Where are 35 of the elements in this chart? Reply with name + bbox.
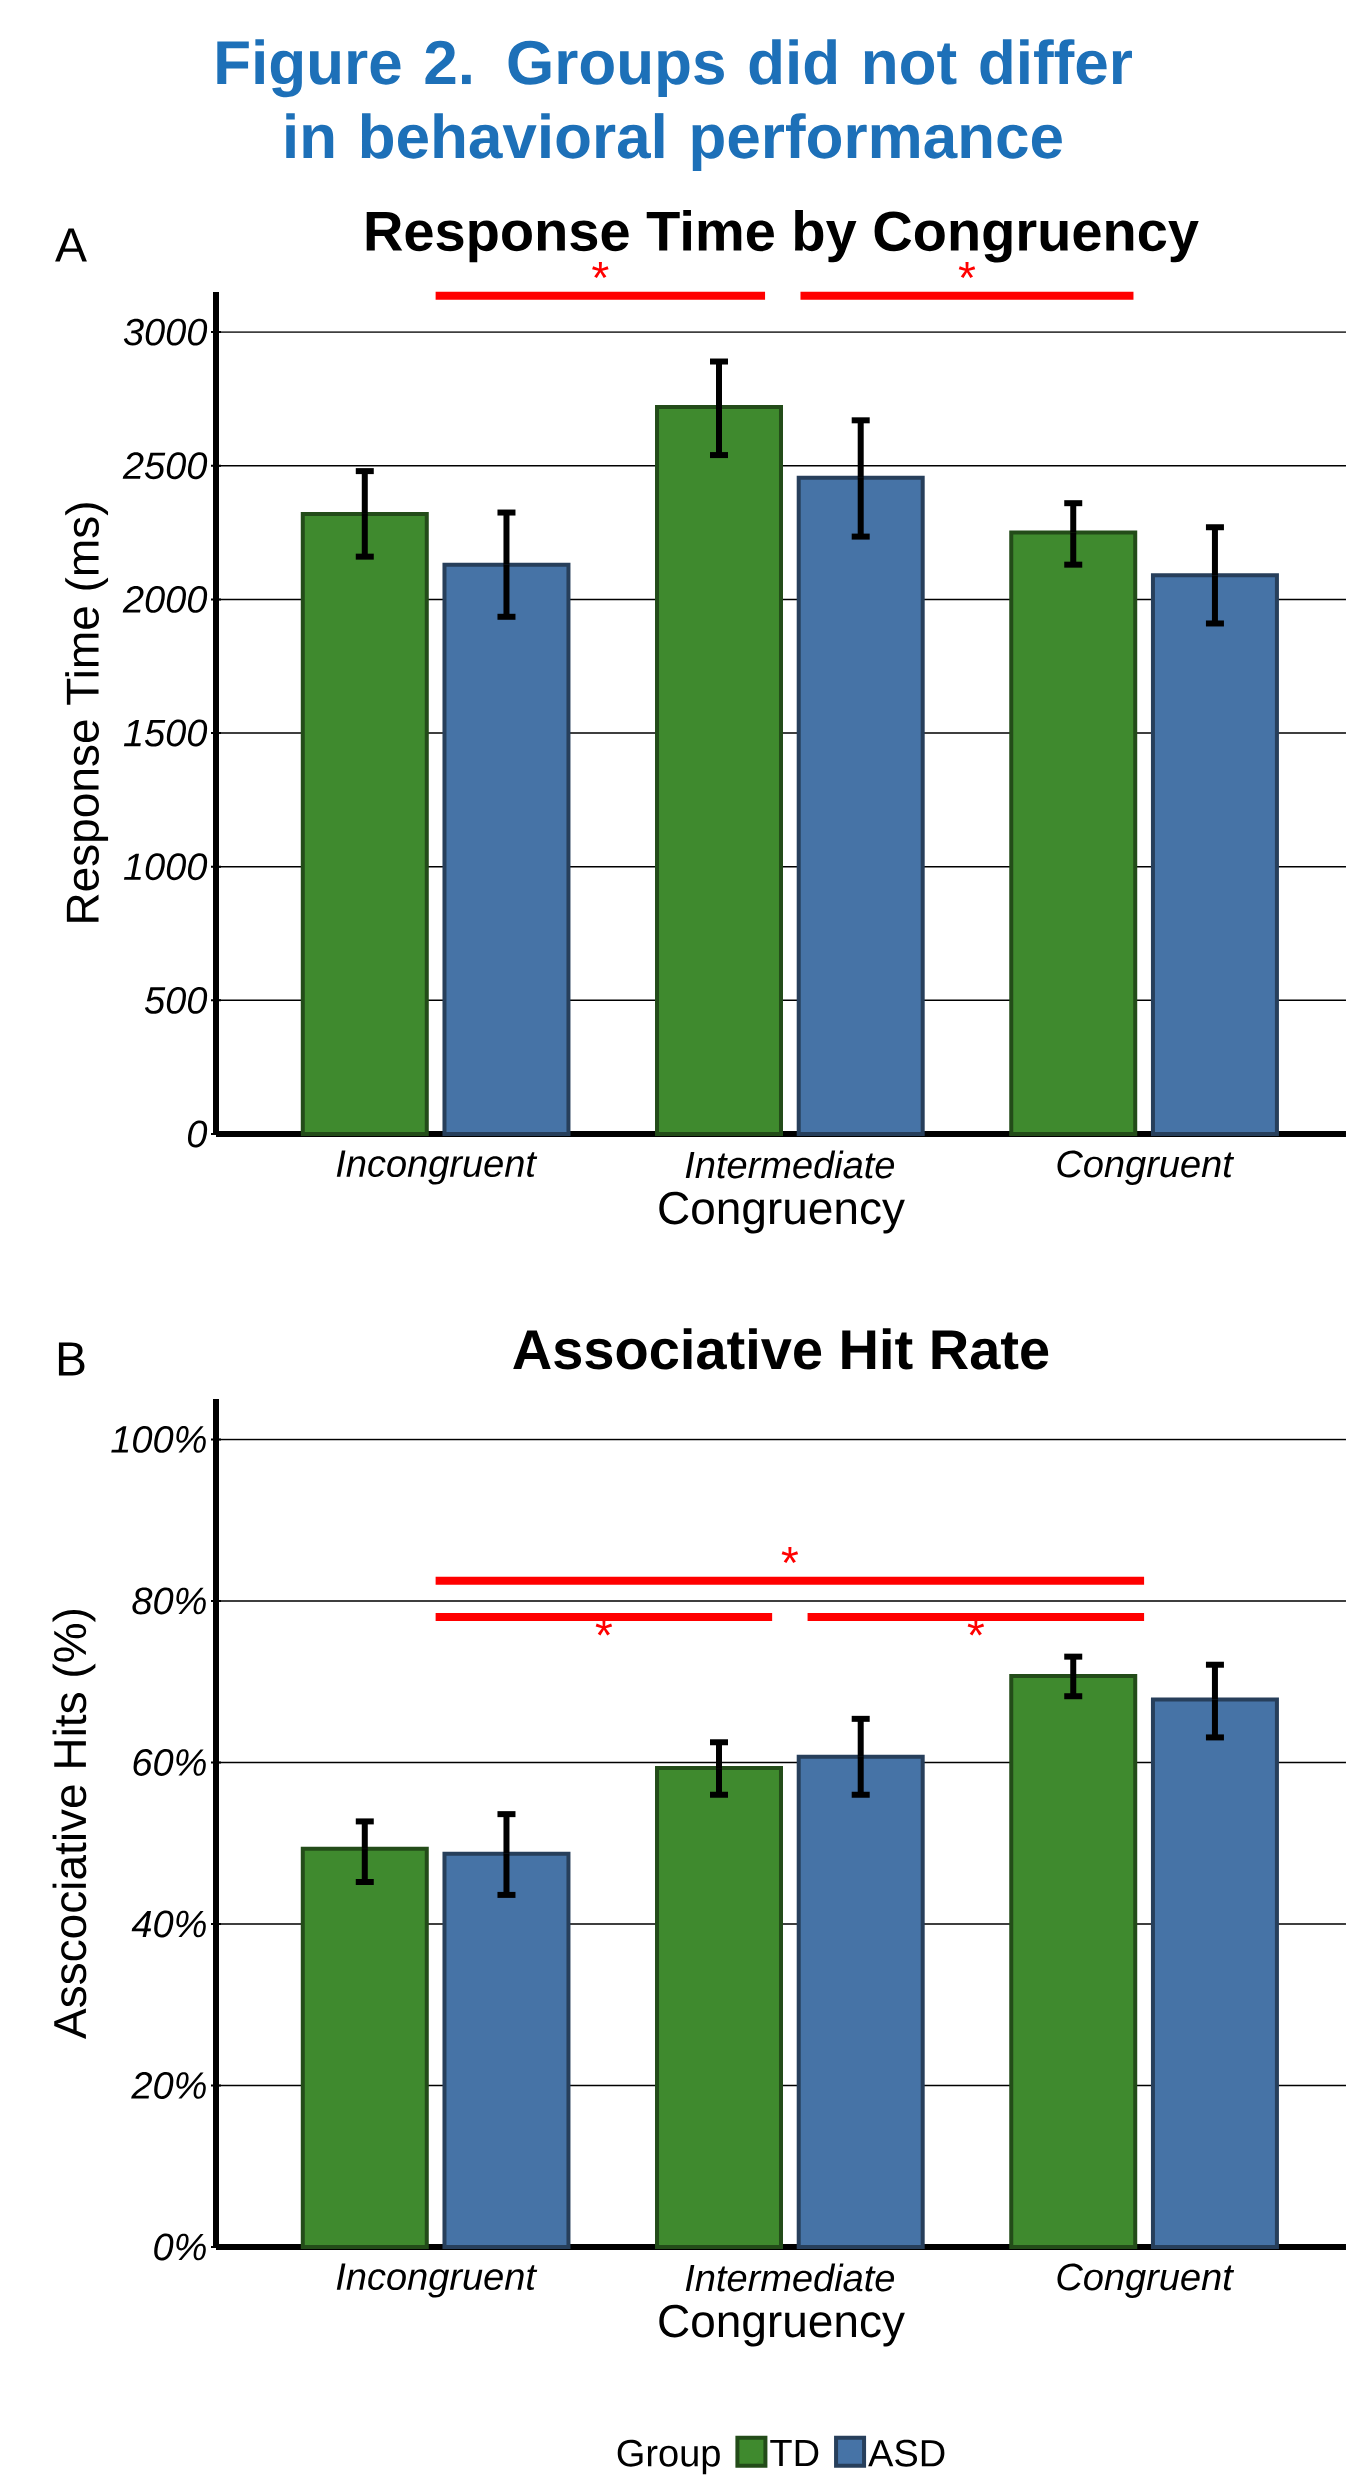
text: A (55, 228, 87, 262)
y-tick-label: 60% (133, 1749, 206, 1776)
text: * (958, 261, 976, 279)
x-tick-label: Congruent (1057, 1150, 1235, 1185)
caption: Figure 2. Groups did not differ in behavioral performance (217, 39, 1132, 171)
y-tick-label: 40% (131, 1910, 206, 1938)
y-axis-title: Response Time (ms) (65, 503, 109, 922)
y-tick-label: 100% (111, 1425, 206, 1453)
y-tick-label: 80% (132, 1587, 206, 1615)
x-axis-title: Congruency (659, 2304, 905, 2347)
y-tick-label: 2500 (122, 452, 208, 480)
x-tick-label: Congruent (1057, 2263, 1235, 2298)
y-tick-label: 2000 (122, 585, 208, 613)
x-tick-label: Incongruent (336, 2263, 538, 2298)
chart-title: Associative Hit Rate (513, 1328, 1049, 1370)
y-tick-label: 1500 (123, 719, 208, 747)
text: * (592, 261, 609, 279)
y-tick-label: 1000 (123, 853, 208, 881)
x-axis-title: Congruency (659, 1191, 905, 1234)
text: B (58, 1342, 85, 1376)
y-tick-label: 0 (187, 1120, 208, 1148)
y-tick-label: 500 (144, 986, 208, 1014)
legend-label: TD (770, 2439, 819, 2467)
y-axis-title: Asscociative Hits (%) (52, 1609, 96, 2039)
y-tick-label: 3000 (123, 318, 208, 346)
legend-title: Group (617, 2439, 720, 2475)
x-tick-label: Intermediate (685, 1150, 895, 1179)
x-tick-label: Intermediate (685, 2263, 895, 2292)
y-tick-label: 20% (131, 2072, 206, 2099)
y-tick-label: 0% (154, 2233, 206, 2261)
annotation: * (781, 1546, 799, 1564)
chart-title: Response Time by Congruency (366, 210, 1199, 263)
legend-label: ASD (868, 2439, 945, 2467)
annotation: * (967, 1619, 985, 1636)
x-tick-label: Incongruent (336, 1150, 538, 1185)
